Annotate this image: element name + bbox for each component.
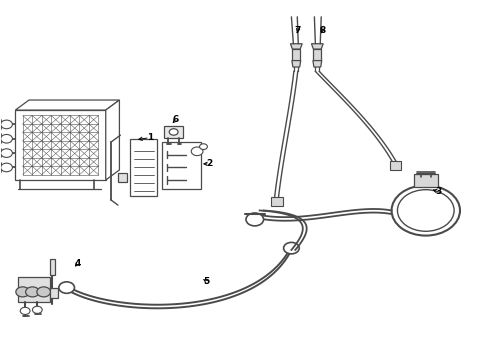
Text: 3: 3: [435, 187, 441, 196]
Polygon shape: [291, 44, 302, 49]
Polygon shape: [292, 60, 301, 67]
Circle shape: [0, 149, 12, 157]
Circle shape: [191, 147, 203, 156]
Bar: [314, 49, 321, 60]
Circle shape: [246, 213, 264, 226]
Circle shape: [284, 242, 299, 254]
Text: 2: 2: [207, 159, 213, 168]
Bar: [164, 126, 183, 138]
Circle shape: [16, 287, 29, 297]
Bar: [271, 197, 283, 206]
Bar: [130, 139, 157, 196]
Polygon shape: [312, 44, 323, 49]
Circle shape: [25, 287, 39, 297]
Bar: [50, 259, 55, 275]
Polygon shape: [313, 60, 322, 67]
Text: 5: 5: [203, 276, 209, 285]
Text: 1: 1: [147, 133, 153, 142]
Circle shape: [20, 307, 30, 315]
Circle shape: [0, 163, 12, 172]
Polygon shape: [15, 100, 120, 110]
Bar: [49, 288, 58, 298]
Circle shape: [37, 287, 50, 297]
Bar: [162, 142, 201, 189]
Polygon shape: [106, 100, 120, 180]
Bar: [18, 277, 49, 302]
Polygon shape: [15, 110, 106, 180]
Circle shape: [32, 306, 42, 314]
Bar: [390, 161, 401, 170]
Circle shape: [0, 120, 12, 129]
Circle shape: [169, 129, 178, 135]
Circle shape: [199, 144, 207, 149]
Bar: [414, 174, 438, 187]
Circle shape: [0, 134, 12, 143]
Circle shape: [59, 282, 74, 293]
Bar: [293, 49, 300, 60]
Text: 4: 4: [74, 259, 81, 268]
Text: 6: 6: [172, 115, 179, 124]
Text: 8: 8: [319, 26, 325, 35]
Text: 7: 7: [294, 26, 301, 35]
Bar: [118, 173, 127, 182]
